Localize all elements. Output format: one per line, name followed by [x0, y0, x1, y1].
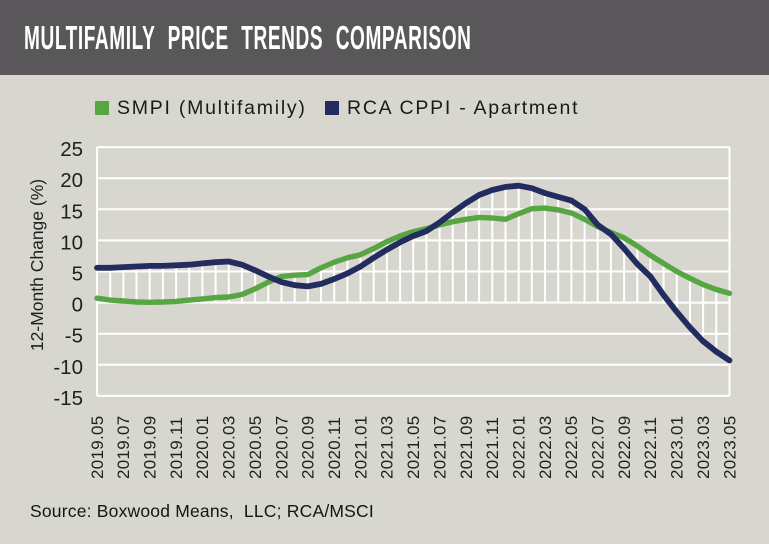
svg-text:2021.03: 2021.03	[378, 415, 397, 479]
svg-text:-10: -10	[53, 356, 83, 379]
svg-text:2021.07: 2021.07	[430, 415, 449, 479]
svg-text:2022.03: 2022.03	[536, 415, 555, 479]
svg-text:0: 0	[72, 294, 83, 317]
svg-text:2021.01: 2021.01	[351, 415, 370, 479]
svg-text:-5: -5	[65, 325, 83, 348]
svg-text:2021.05: 2021.05	[404, 415, 423, 479]
svg-text:2019.07: 2019.07	[114, 415, 133, 479]
svg-text:2023.01: 2023.01	[668, 415, 687, 479]
svg-text:2020.01: 2020.01	[193, 415, 212, 479]
svg-text:15: 15	[60, 200, 83, 223]
svg-text:2019.11: 2019.11	[167, 417, 186, 479]
svg-text:2022.07: 2022.07	[589, 415, 608, 479]
svg-text:25: 25	[60, 138, 83, 161]
svg-text:2023.05: 2023.05	[720, 415, 739, 479]
svg-text:-15: -15	[53, 387, 83, 410]
svg-text:2019.09: 2019.09	[141, 415, 160, 479]
svg-text:2022.09: 2022.09	[615, 415, 634, 479]
svg-text:20: 20	[60, 169, 83, 192]
svg-text:2019.05: 2019.05	[88, 415, 107, 479]
svg-text:2020.09: 2020.09	[299, 415, 318, 479]
svg-text:2023.03: 2023.03	[694, 415, 713, 479]
svg-text:2020.03: 2020.03	[220, 415, 239, 479]
svg-text:2020.07: 2020.07	[272, 415, 291, 479]
svg-text:2022.05: 2022.05	[562, 415, 581, 479]
svg-text:2020.05: 2020.05	[246, 415, 265, 479]
svg-text:5: 5	[72, 263, 83, 286]
svg-text:12-Month Change (%): 12-Month Change (%)	[27, 179, 47, 351]
svg-text:2020.11: 2020.11	[325, 417, 344, 479]
svg-text:10: 10	[60, 231, 83, 254]
svg-text:2021.11: 2021.11	[483, 417, 502, 479]
svg-text:2022.11: 2022.11	[641, 417, 660, 479]
svg-text:2021.09: 2021.09	[457, 415, 476, 479]
svg-text:2022.01: 2022.01	[510, 415, 529, 479]
